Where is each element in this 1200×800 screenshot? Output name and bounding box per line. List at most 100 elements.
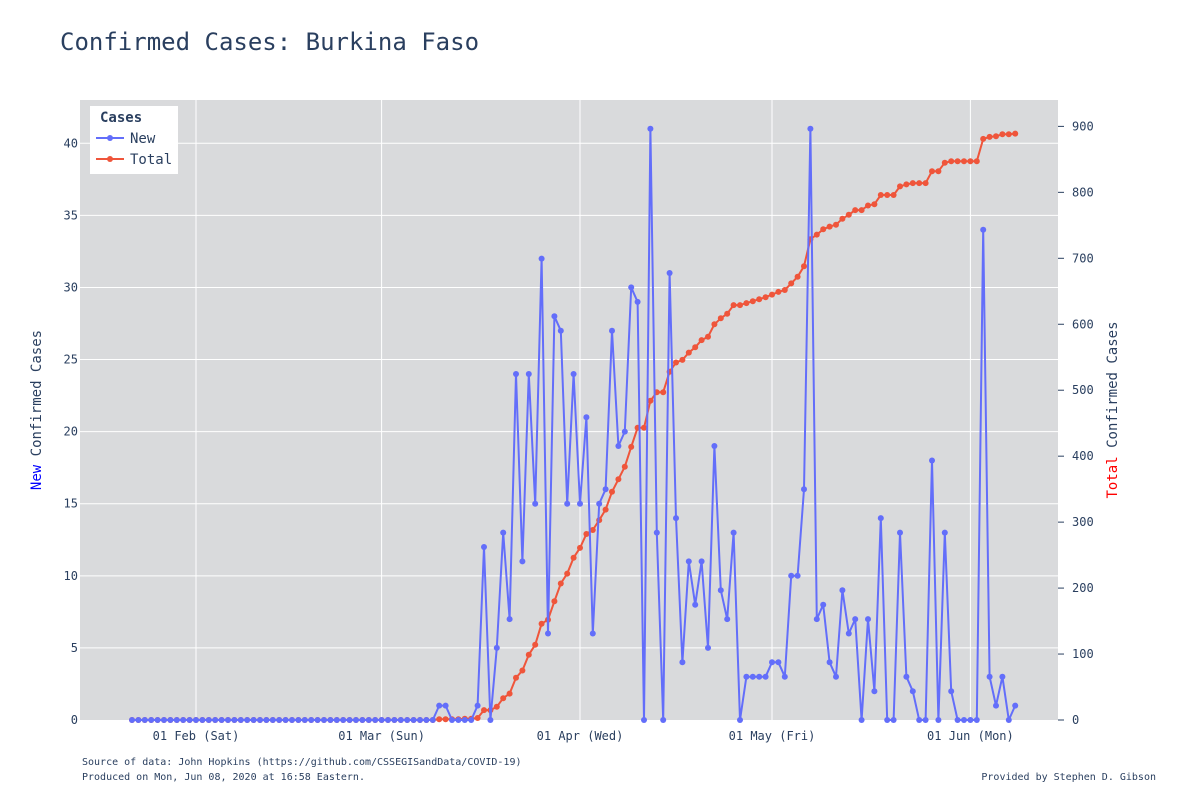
data-point-total[interactable] — [493, 703, 500, 710]
data-point-total[interactable] — [813, 231, 820, 238]
data-point-total[interactable] — [660, 389, 667, 396]
data-point-total[interactable] — [839, 215, 846, 222]
data-point-new[interactable] — [205, 717, 212, 723]
data-point-total[interactable] — [762, 294, 769, 301]
data-point-total[interactable] — [903, 181, 910, 188]
data-point-total[interactable] — [519, 667, 526, 674]
data-point-new[interactable] — [897, 529, 903, 536]
data-point-new[interactable] — [845, 630, 852, 637]
data-point-total[interactable] — [769, 291, 775, 298]
data-point-new[interactable] — [858, 717, 865, 723]
data-point-new[interactable] — [301, 717, 308, 723]
data-point-total[interactable] — [436, 716, 443, 723]
data-point-total[interactable] — [647, 397, 654, 404]
data-point-new[interactable] — [545, 630, 551, 637]
data-point-new[interactable] — [621, 428, 628, 435]
data-point-new[interactable] — [948, 688, 955, 695]
data-point-new[interactable] — [564, 500, 571, 507]
data-point-new[interactable] — [666, 270, 673, 276]
data-point-new[interactable] — [449, 717, 455, 723]
data-point-new[interactable] — [609, 327, 615, 334]
data-point-new[interactable] — [193, 717, 199, 723]
data-point-new[interactable] — [333, 717, 340, 723]
data-point-total[interactable] — [916, 180, 923, 187]
data-point-new[interactable] — [282, 717, 289, 723]
data-point-total[interactable] — [756, 296, 763, 303]
data-point-total[interactable] — [922, 180, 929, 187]
data-point-new[interactable] — [257, 717, 263, 723]
data-point-new[interactable] — [404, 717, 411, 723]
data-point-total[interactable] — [724, 310, 731, 317]
data-point-new[interactable] — [711, 443, 718, 449]
legend-item-new[interactable]: New — [96, 131, 156, 147]
data-point-new[interactable] — [423, 717, 430, 723]
data-point-total[interactable] — [564, 570, 571, 577]
data-point-new[interactable] — [801, 486, 807, 493]
data-point-total[interactable] — [775, 288, 782, 295]
data-point-new[interactable] — [980, 226, 987, 233]
data-point-total[interactable] — [935, 168, 942, 175]
data-point-total[interactable] — [500, 695, 507, 702]
data-point-total[interactable] — [897, 183, 903, 190]
data-point-new[interactable] — [583, 414, 590, 421]
data-point-total[interactable] — [628, 443, 635, 450]
data-point-new[interactable] — [993, 702, 999, 709]
data-point-total[interactable] — [993, 133, 999, 140]
data-point-new[interactable] — [756, 673, 763, 680]
data-point-total[interactable] — [852, 207, 859, 214]
data-point-total[interactable] — [1012, 130, 1019, 137]
data-point-new[interactable] — [813, 616, 820, 623]
data-point-new[interactable] — [135, 717, 142, 723]
data-point-new[interactable] — [167, 717, 174, 723]
data-point-total[interactable] — [513, 674, 519, 681]
data-point-new[interactable] — [538, 255, 545, 262]
data-point-new[interactable] — [986, 673, 993, 680]
data-point-new[interactable] — [161, 717, 167, 723]
data-point-new[interactable] — [186, 717, 193, 723]
data-point-total[interactable] — [973, 158, 980, 165]
data-point-new[interactable] — [321, 717, 327, 723]
data-point-new[interactable] — [493, 644, 500, 651]
data-point-total[interactable] — [615, 476, 622, 483]
data-point-new[interactable] — [468, 717, 475, 723]
data-point-total[interactable] — [884, 192, 891, 198]
data-point-total[interactable] — [685, 349, 692, 356]
data-point-new[interactable] — [922, 717, 929, 723]
data-point-new[interactable] — [929, 457, 935, 464]
data-point-new[interactable] — [525, 371, 532, 377]
data-point-new[interactable] — [129, 717, 135, 723]
data-point-new[interactable] — [1005, 717, 1012, 723]
data-point-new[interactable] — [231, 717, 238, 723]
data-point-new[interactable] — [250, 717, 257, 723]
data-point-new[interactable] — [340, 717, 347, 723]
data-point-new[interactable] — [237, 717, 244, 723]
data-point-new[interactable] — [909, 688, 916, 695]
data-point-new[interactable] — [173, 717, 180, 723]
data-point-new[interactable] — [973, 717, 980, 723]
data-point-total[interactable] — [820, 226, 827, 233]
data-point-new[interactable] — [877, 515, 884, 522]
data-point-new[interactable] — [653, 529, 660, 536]
data-point-total[interactable] — [474, 715, 481, 721]
data-point-new[interactable] — [788, 572, 795, 579]
data-point-new[interactable] — [199, 717, 206, 723]
data-point-total[interactable] — [743, 300, 750, 307]
data-point-total[interactable] — [551, 598, 558, 605]
data-point-new[interactable] — [353, 717, 359, 723]
data-point-total[interactable] — [679, 356, 686, 363]
data-point-new[interactable] — [602, 486, 609, 493]
data-point-total[interactable] — [538, 620, 545, 627]
data-point-total[interactable] — [781, 287, 788, 293]
data-point-new[interactable] — [295, 717, 302, 723]
data-point-new[interactable] — [634, 298, 641, 305]
data-point-new[interactable] — [890, 717, 897, 723]
data-point-new[interactable] — [372, 717, 379, 723]
data-point-new[interactable] — [641, 717, 647, 723]
data-point-new[interactable] — [385, 717, 391, 723]
data-point-new[interactable] — [180, 717, 187, 723]
data-point-total[interactable] — [788, 280, 795, 287]
data-point-new[interactable] — [660, 717, 667, 723]
data-point-new[interactable] — [500, 529, 507, 536]
data-point-new[interactable] — [685, 558, 692, 565]
data-point-new[interactable] — [762, 673, 769, 680]
